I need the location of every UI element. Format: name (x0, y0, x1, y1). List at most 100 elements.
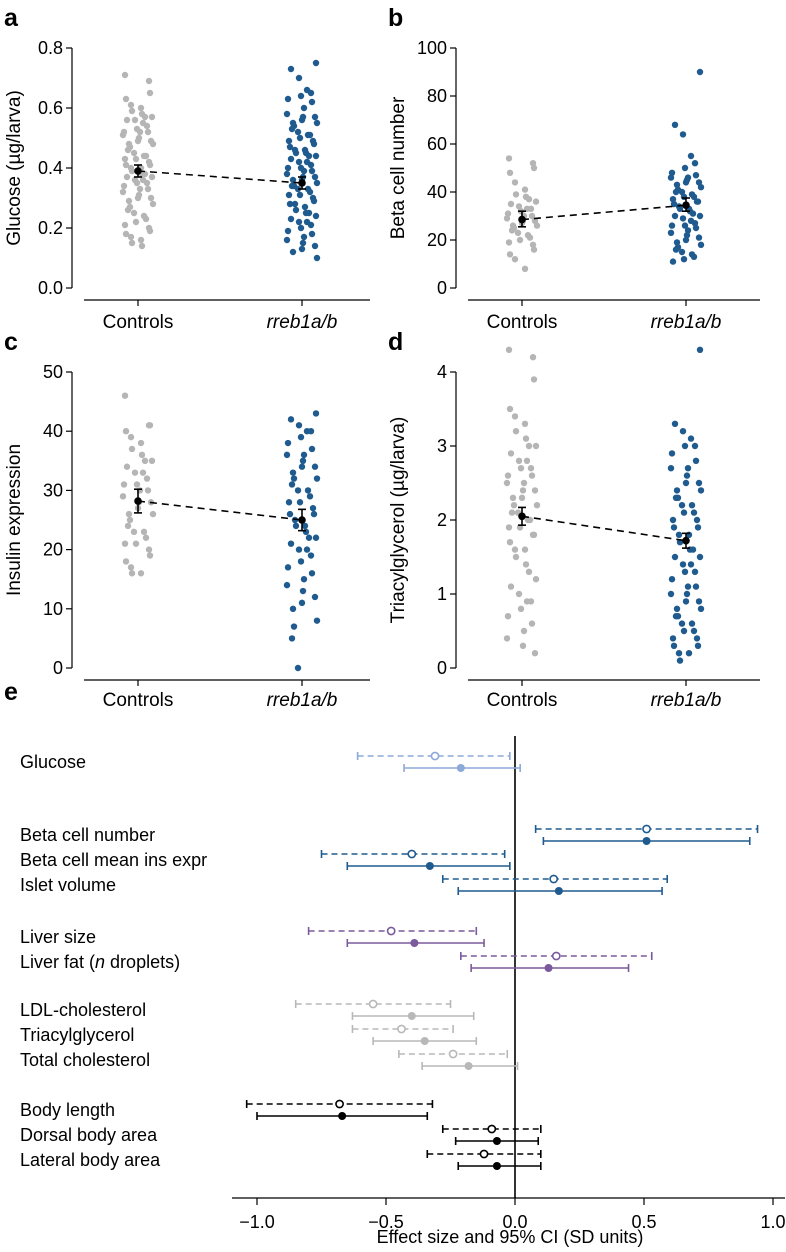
forest-row: Beta cell mean ins expr (20, 849, 511, 870)
data-point (288, 182, 296, 190)
data-point (119, 493, 127, 500)
data-point (694, 198, 702, 205)
data-point (312, 152, 320, 160)
forest-row: Lateral body area (20, 1149, 542, 1170)
data-point (681, 222, 689, 229)
data-point (139, 469, 147, 476)
data-point (303, 546, 311, 553)
data-point (678, 248, 686, 256)
data-point (512, 428, 520, 435)
data-point (146, 422, 154, 429)
data-point (517, 605, 525, 612)
data-point (287, 155, 295, 163)
row-label-part: n (95, 952, 105, 972)
row-label: Glucose (20, 752, 86, 772)
data-point (671, 121, 679, 128)
data-point (525, 196, 533, 203)
y-tick-label: 0.2 (38, 218, 63, 238)
data-point (305, 534, 313, 541)
data-point (144, 128, 152, 136)
y-tick-label: 20 (427, 230, 447, 250)
data-point (672, 188, 680, 196)
data-point (503, 635, 511, 642)
data-point (141, 113, 149, 121)
data-point (287, 540, 295, 547)
data-point (530, 246, 538, 253)
data-point (507, 583, 515, 590)
data-point (283, 451, 291, 459)
data-point (121, 71, 129, 79)
data-point (299, 457, 307, 464)
panel-letter-a: a (4, 4, 19, 32)
forest-row: Total cholesterol (20, 1049, 519, 1070)
data-point (687, 435, 695, 442)
data-point (687, 561, 695, 568)
y-tick-label: 0.6 (38, 98, 63, 118)
data-point (510, 502, 518, 509)
panel-letter-c: c (4, 328, 18, 356)
data-point (530, 376, 538, 383)
data-point (287, 416, 295, 423)
data-point (298, 116, 306, 124)
data-point (288, 635, 296, 642)
data-point (130, 209, 138, 217)
data-point (299, 239, 307, 247)
data-point (673, 239, 681, 246)
data-point (298, 245, 306, 253)
data-point (521, 546, 529, 553)
data-point (148, 113, 156, 121)
data-point (695, 179, 703, 186)
data-point (142, 152, 150, 160)
data-point (307, 89, 315, 97)
panel-a: 0.0 0.2 0.4 0.6 0.8 Glucose (µg/larva) Control… (4, 38, 370, 333)
forest-row: LDL-cholesterol (20, 999, 475, 1020)
data-point (295, 218, 303, 226)
data-point (683, 590, 691, 598)
data-point (308, 445, 316, 453)
data-point (149, 200, 157, 208)
panel-d: 0 1 2 3 4 Triacylglycerol (µg/larva) Controls r… (388, 346, 760, 711)
data-point (511, 546, 519, 553)
mean-point (298, 179, 306, 187)
row-label: Lateral body area (20, 1150, 161, 1170)
data-point (146, 552, 154, 559)
data-point (505, 155, 513, 162)
data-point (519, 642, 527, 649)
data-point (673, 181, 681, 188)
data-point (308, 570, 316, 577)
data-point (134, 194, 142, 202)
data-point (296, 134, 304, 142)
data-point (123, 173, 131, 181)
data-point (285, 499, 293, 506)
y-tick-label: 2 (437, 510, 447, 530)
data-point (521, 186, 529, 193)
data-point (680, 509, 688, 516)
data-point (146, 89, 154, 97)
mean-point (682, 201, 690, 209)
data-point (123, 116, 131, 124)
x-tick-label: rreb1a/b (651, 690, 722, 711)
x-tick-label: Controls (103, 312, 174, 333)
forest-row: Islet volume (20, 874, 669, 895)
estimate-filled (425, 862, 434, 870)
data-point (145, 77, 153, 85)
y-axis-label: Triacylglycerol (µg/larva) (388, 417, 409, 624)
data-point (300, 167, 308, 175)
data-point (295, 158, 303, 166)
data-point (305, 152, 313, 160)
data-point (691, 442, 699, 450)
mean-point (298, 516, 306, 524)
estimate-filled (420, 1037, 429, 1045)
data-point (283, 110, 291, 118)
data-point (511, 413, 519, 420)
data-point (678, 620, 686, 627)
data-point (511, 256, 519, 263)
data-point (689, 546, 697, 553)
data-point (142, 215, 150, 223)
estimate-filled (492, 1162, 501, 1170)
data-point (692, 583, 700, 590)
y-tick-label: 0.8 (38, 38, 63, 58)
data-point (672, 246, 680, 253)
data-point (668, 169, 676, 176)
estimate-open (335, 1099, 344, 1109)
